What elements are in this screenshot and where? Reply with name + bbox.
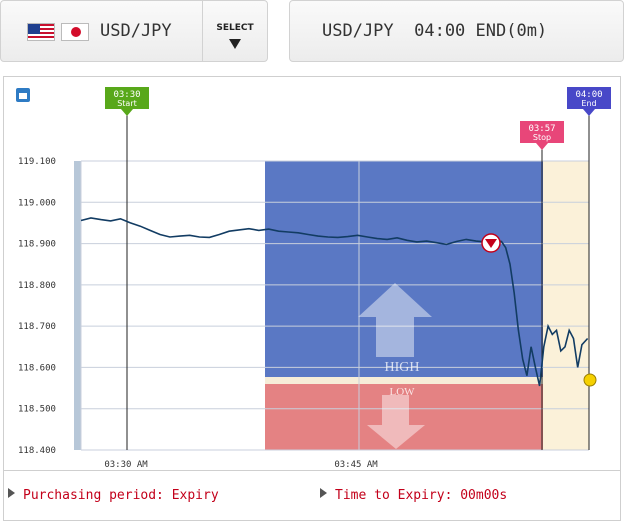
y-tick-label: 119.000: [18, 198, 56, 208]
high-zone-label: HIGH: [385, 360, 420, 375]
high-arrow-icon: [358, 283, 432, 357]
marker-stop-name: Stop: [533, 133, 551, 142]
rate-chart: HIGH LOW 119.100 119.000 118.900 118.800 118…: [16, 87, 611, 470]
y-tick-label: 118.600: [18, 363, 56, 373]
y-tick-label: 118.800: [18, 281, 56, 291]
purchasing-period: Purchasing period: Expiry: [8, 488, 219, 503]
jp-flag-icon: [61, 23, 89, 41]
x-tick-label: 03:30 AM: [104, 460, 148, 470]
marker-start-name: Start: [117, 99, 137, 108]
low-zone-label: LOW: [389, 386, 415, 398]
history-bar: [74, 161, 81, 450]
footer: Purchasing period: Expiry Time to Expiry…: [3, 471, 621, 521]
expiry-status-box: USD/JPY 04:00 END(0m): [289, 0, 624, 62]
currency-pair-selector[interactable]: USD/JPY SELECT: [0, 0, 268, 62]
y-tick-label: 118.400: [18, 446, 56, 456]
rate-chart-panel: HIGH LOW 119.100 119.000 118.900 118.800 118…: [3, 76, 621, 471]
triangle-right-icon: [320, 488, 327, 498]
chart-settings-icon[interactable]: [16, 88, 30, 102]
marker-start-time: 03:30: [113, 90, 140, 100]
y-tick-label: 118.500: [18, 405, 56, 415]
marker-end-time: 04:00: [575, 90, 602, 100]
divider: [202, 1, 203, 61]
end-point-icon: [583, 373, 597, 387]
time-to-expiry: Time to Expiry: 00m00s: [320, 488, 507, 503]
x-tick-label: 03:45 AM: [334, 460, 378, 470]
time-to-expiry-label: Time to Expiry: 00m00s: [335, 488, 508, 503]
target-band: [265, 377, 543, 384]
expiry-status-label: USD/JPY 04:00 END(0m): [322, 21, 548, 41]
purchasing-period-label: Purchasing period: Expiry: [23, 488, 219, 503]
chevron-down-icon: [229, 39, 241, 49]
us-flag-icon: [27, 23, 55, 41]
entry-point-down-icon: [481, 233, 501, 253]
y-tick-label: 118.900: [18, 240, 56, 250]
low-zone: [265, 384, 543, 450]
y-tick-label: 118.700: [18, 322, 56, 332]
low-arrow-icon: [367, 395, 425, 449]
select-label: SELECT: [216, 23, 254, 33]
marker-stop-time: 03:57: [528, 124, 555, 134]
select-button[interactable]: SELECT: [203, 1, 267, 61]
triangle-right-icon: [8, 488, 15, 498]
rate-series-line: [80, 217, 589, 387]
currency-pair-label: USD/JPY: [100, 21, 172, 41]
y-tick-label: 119.100: [18, 157, 56, 167]
high-zone: [265, 161, 543, 377]
closed-period: [543, 161, 589, 450]
marker-end-name: End: [581, 99, 596, 108]
